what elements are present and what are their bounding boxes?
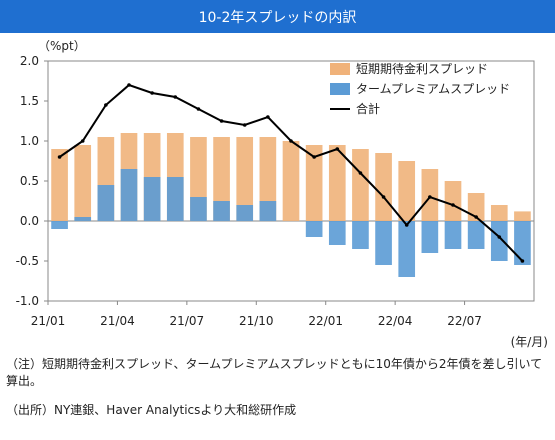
chart-title-bar: 10-2年スプレッドの内訳 [0, 0, 555, 33]
x-tick-label: 21/04 [100, 314, 135, 328]
legend-label-term-premium: タームプレミアムスプレッド [356, 82, 510, 96]
bar-term-premium [97, 185, 115, 221]
bar-term-premium [166, 177, 184, 221]
x-tick-label: 22/04 [378, 314, 413, 328]
source-note: （出所）NY連銀、Haver Analyticsより大和総研作成 [6, 403, 297, 417]
point-total [242, 123, 247, 127]
unit-label: （%pt） [38, 39, 86, 53]
y-tick-label: 0.0 [20, 214, 39, 228]
bar-term-premium [143, 177, 161, 221]
chart-svg: （%pt） (年/月) 2.0 1.5 1.0 0.5 0.0 -0.5 -1.0 21/01… [16, 39, 548, 349]
bar-short-term-expected [259, 137, 277, 221]
point-total [404, 223, 409, 227]
x-tick-label: 22/07 [447, 314, 482, 328]
bar-term-premium [467, 221, 485, 249]
bar-short-term-expected [213, 137, 230, 221]
bar-term-premium [514, 221, 531, 265]
bar-short-term-expected [514, 211, 531, 221]
bar-short-term-expected [282, 141, 300, 221]
bar-short-term-expected [236, 137, 254, 221]
bar-short-term-expected [490, 205, 508, 221]
bar-term-premium [120, 169, 138, 221]
point-total [335, 147, 340, 151]
legend-swatch-term-premium [330, 83, 350, 95]
point-total [358, 171, 363, 175]
y-tick-label: -1.0 [16, 294, 39, 308]
bar-term-premium [444, 221, 462, 249]
y-tick-label: 2.0 [20, 54, 39, 68]
point-total [428, 195, 432, 199]
point-total [173, 95, 178, 99]
bar-short-term-expected [421, 169, 439, 221]
x-tick-label: 21/01 [31, 314, 66, 328]
bar-short-term-expected [444, 181, 462, 221]
bar-term-premium [213, 201, 230, 221]
x-tick-label: 21/10 [239, 314, 274, 328]
point-total [266, 115, 270, 119]
bar-term-premium [305, 221, 323, 237]
bar-term-premium [74, 217, 92, 221]
point-total [104, 103, 108, 107]
point-total [520, 259, 525, 263]
legend-swatch-short-term [330, 63, 350, 75]
point-total [474, 215, 478, 219]
bar-short-term-expected [74, 145, 92, 221]
bar-short-term-expected [328, 145, 346, 221]
point-total [127, 83, 131, 87]
bar-term-premium [421, 221, 439, 253]
bar-term-premium [490, 221, 508, 261]
bar-term-premium [328, 221, 346, 245]
y-tick-label: 1.5 [20, 94, 39, 108]
bar-short-term-expected [352, 149, 369, 221]
chart-area: （%pt） (年/月) 2.0 1.5 1.0 0.5 0.0 -0.5 -1.0 21/01… [0, 33, 555, 353]
bar-term-premium [190, 197, 207, 221]
point-total [150, 91, 154, 95]
point-total [219, 119, 224, 123]
legend-label-short-term: 短期期待金利スプレッド [356, 61, 488, 76]
bar-term-premium [51, 221, 68, 229]
bar-term-premium [352, 221, 369, 249]
y-tick-label: 1.0 [20, 134, 39, 148]
bar-short-term-expected [305, 145, 323, 221]
point-total [497, 235, 502, 239]
point-total [312, 155, 316, 159]
legend-label-total: 合計 [356, 101, 380, 116]
footnote: （注）短期期待金利スプレッド、タームプレミアムスプレッドともに10年債から2年債… [6, 357, 543, 388]
bar-short-term-expected [51, 149, 68, 221]
point-total [289, 139, 293, 143]
chart-title: 10-2年スプレッドの内訳 [198, 9, 357, 26]
y-tick-label: -0.5 [16, 254, 39, 268]
y-tick-label: 0.5 [20, 174, 39, 188]
x-axis-label: (年/月) [511, 335, 548, 349]
x-tick-label: 21/07 [170, 314, 205, 328]
x-tick-label: 22/01 [308, 314, 343, 328]
bar-short-term-expected [375, 153, 392, 221]
bar-term-premium [375, 221, 392, 265]
bar-term-premium [398, 221, 416, 277]
point-total [381, 195, 386, 199]
bar-term-premium [236, 205, 254, 221]
point-total [57, 155, 62, 159]
point-total [451, 203, 455, 207]
bar-term-premium [259, 201, 277, 221]
bar-short-term-expected [398, 161, 416, 221]
point-total [80, 139, 85, 143]
point-total [196, 107, 201, 111]
